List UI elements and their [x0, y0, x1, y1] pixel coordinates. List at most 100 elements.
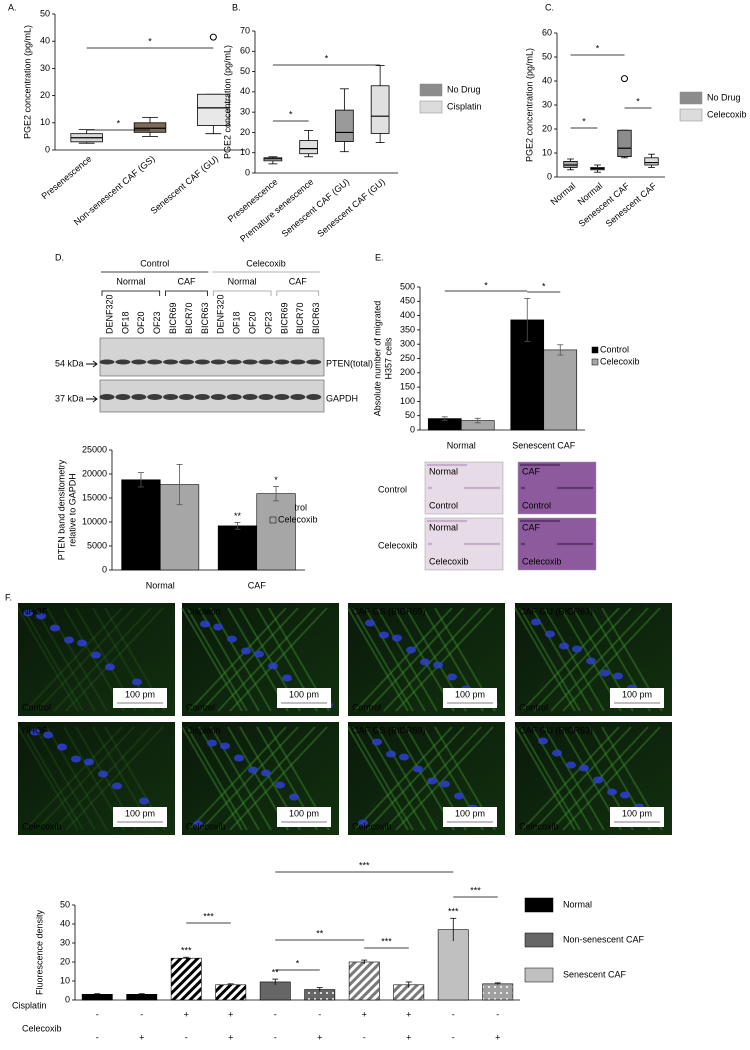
axis-title: H357 cells: [383, 337, 393, 380]
significance-label: *: [289, 109, 293, 119]
nucleus: [36, 612, 46, 620]
significance-label: *: [484, 280, 488, 290]
cell-speck: [574, 486, 578, 490]
fiber: [352, 726, 414, 831]
significance-label: *: [596, 43, 600, 53]
bar-label: *: [274, 475, 278, 485]
y-tick-label: 40: [60, 918, 70, 928]
nucleus: [213, 623, 223, 631]
y-tick-label: 0: [45, 144, 50, 154]
cell-speck: [564, 542, 568, 546]
cell-speck: [570, 542, 574, 546]
image-label: CAF GU (BICR63): [519, 725, 593, 735]
cell-speck: [586, 486, 590, 490]
cell-speck: [519, 519, 523, 523]
x-tick-label: CAF: [248, 580, 267, 590]
cell-speck: [543, 519, 547, 523]
lane-label: BICR63: [311, 302, 321, 334]
y-tick-label: 20000: [82, 468, 107, 478]
significance-label: **: [316, 928, 324, 938]
cell-speck: [522, 542, 526, 546]
cell-speck: [588, 486, 592, 490]
fiber: [36, 726, 135, 831]
y-tick-label: 70: [240, 25, 250, 35]
cell-speck: [489, 486, 493, 490]
cell-speck: [432, 519, 436, 523]
nucleus: [579, 764, 589, 772]
significance-label: *: [117, 118, 121, 128]
y-tick-label: 50: [240, 66, 250, 76]
box: [299, 140, 318, 155]
nucleus: [427, 777, 437, 785]
x-tick-label: Senescent CAF: [512, 440, 576, 450]
nucleus: [275, 781, 285, 789]
cell-speck: [460, 463, 464, 467]
condition-mark: -: [452, 1009, 455, 1019]
outlier: [209, 33, 217, 41]
group-label: Control: [140, 258, 169, 268]
cell-speck: [535, 463, 539, 467]
nucleus: [77, 639, 87, 647]
cell-speck: [438, 519, 442, 523]
cell-speck: [556, 542, 560, 546]
nucleus: [98, 770, 108, 778]
image-label: Celecoxib: [352, 821, 392, 831]
nucleus: [261, 769, 271, 777]
y-tick-label: 5000: [87, 540, 107, 550]
cell-speck: [452, 463, 456, 467]
panel-label: B.: [232, 2, 241, 12]
y-tick-label: 30: [40, 63, 50, 73]
cell-speck: [485, 486, 489, 490]
fiber: [531, 607, 593, 712]
fiber: [366, 607, 465, 712]
cell-speck: [462, 519, 466, 523]
y-tick-label: 10: [60, 975, 70, 985]
cell-speck: [582, 542, 586, 546]
image-label: CAF GS (BICR69): [352, 725, 426, 735]
cell-speck: [429, 542, 433, 546]
nucleus: [613, 672, 623, 680]
lane-label: OF23: [152, 311, 162, 334]
cell-speck: [460, 519, 464, 523]
condition-name: Celecoxib: [22, 1023, 62, 1033]
image-label: Celecoxib: [429, 556, 469, 566]
fiber: [65, 726, 164, 831]
bar: [170, 957, 202, 1001]
y-tick-label: 300: [400, 339, 415, 349]
blot-label: GAPDH: [326, 393, 358, 403]
box: [335, 109, 354, 142]
nucleus: [379, 631, 389, 639]
fiber: [514, 607, 576, 712]
fiber: [519, 726, 581, 831]
legend-label: Senescent CAF: [563, 969, 627, 979]
nucleus: [420, 658, 430, 666]
fiber: [65, 607, 164, 712]
lane-label: OF18: [120, 311, 130, 334]
legend-label: Celecoxib: [600, 356, 640, 366]
axis-title: relative to GAPDH: [67, 473, 77, 547]
cell-speck: [521, 519, 525, 523]
cell-speck: [549, 463, 553, 467]
y-tick-label: 15000: [82, 492, 107, 502]
cell-speck: [444, 463, 448, 467]
cell-speck: [495, 542, 499, 546]
blot-band: [306, 394, 322, 400]
cell-speck: [533, 519, 537, 523]
y-tick-label: 400: [400, 310, 415, 320]
cell-speck: [479, 486, 483, 490]
y-tick-label: 0: [245, 167, 250, 177]
nucleus: [365, 619, 375, 627]
nucleus: [447, 673, 457, 681]
nucleus: [531, 618, 541, 626]
cell-speck: [539, 519, 543, 523]
significance-label: *: [325, 53, 329, 63]
cell-speck: [541, 519, 545, 523]
cell-speck: [584, 542, 588, 546]
cell-speck: [558, 542, 562, 546]
row-label: Celecoxib: [378, 540, 418, 550]
condition-mark: -: [274, 1032, 277, 1042]
image-label: NHOF: [22, 606, 48, 616]
cell-speck: [464, 463, 468, 467]
nucleus: [268, 662, 278, 670]
